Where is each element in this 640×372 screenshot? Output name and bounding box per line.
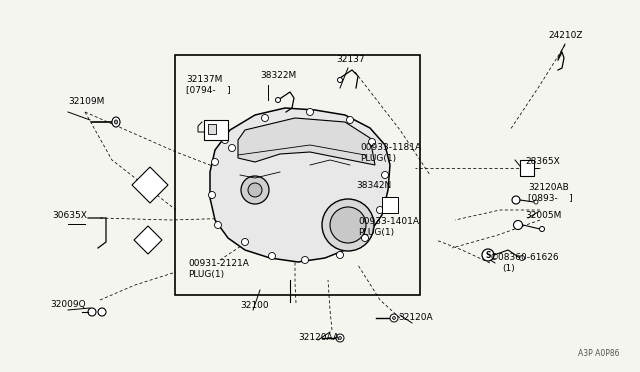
Bar <box>204 120 228 140</box>
Ellipse shape <box>369 138 376 145</box>
Text: 32120A: 32120A <box>398 314 433 323</box>
Ellipse shape <box>112 117 120 127</box>
Ellipse shape <box>339 337 342 340</box>
Ellipse shape <box>307 109 314 115</box>
Text: 30635X: 30635X <box>52 212 87 221</box>
Ellipse shape <box>209 192 216 199</box>
Text: 32005M: 32005M <box>525 211 561 219</box>
Text: 00931-2121A: 00931-2121A <box>188 260 249 269</box>
Text: PLUG(1): PLUG(1) <box>360 154 396 163</box>
Text: PLUG(1): PLUG(1) <box>358 228 394 237</box>
Ellipse shape <box>376 206 383 214</box>
Ellipse shape <box>330 207 366 243</box>
Text: ©08360-61626: ©08360-61626 <box>490 253 559 263</box>
Ellipse shape <box>336 334 344 342</box>
Text: 00933-1181A: 00933-1181A <box>360 144 421 153</box>
Ellipse shape <box>482 249 494 261</box>
Text: (1): (1) <box>502 263 515 273</box>
Ellipse shape <box>269 253 275 260</box>
Ellipse shape <box>540 227 545 231</box>
Ellipse shape <box>534 200 538 204</box>
Bar <box>175 55 420 295</box>
Ellipse shape <box>241 176 269 204</box>
Ellipse shape <box>390 314 398 322</box>
Ellipse shape <box>337 251 344 259</box>
Ellipse shape <box>392 317 396 320</box>
Text: [0794-    ]: [0794- ] <box>186 86 230 94</box>
Text: 32100: 32100 <box>240 301 269 310</box>
Ellipse shape <box>520 256 525 260</box>
Polygon shape <box>238 118 375 165</box>
Text: 32137M: 32137M <box>186 76 222 84</box>
Text: S: S <box>485 250 491 260</box>
Ellipse shape <box>337 77 342 83</box>
Ellipse shape <box>115 120 118 124</box>
Text: 38322M: 38322M <box>260 71 296 80</box>
Text: A3P A0P86: A3P A0P86 <box>579 349 620 358</box>
Text: 24210Z: 24210Z <box>548 32 582 41</box>
Text: 32109M: 32109M <box>68 97 104 106</box>
Ellipse shape <box>241 238 248 246</box>
Ellipse shape <box>98 308 106 316</box>
Ellipse shape <box>362 234 369 241</box>
Ellipse shape <box>211 158 218 166</box>
Ellipse shape <box>301 257 308 263</box>
Polygon shape <box>132 167 168 203</box>
Ellipse shape <box>221 137 228 144</box>
Polygon shape <box>134 226 162 254</box>
Ellipse shape <box>381 171 388 179</box>
Ellipse shape <box>275 97 280 103</box>
Ellipse shape <box>228 144 236 151</box>
Text: [0893-    ]: [0893- ] <box>528 193 573 202</box>
Ellipse shape <box>214 221 221 228</box>
Text: 32009Q: 32009Q <box>50 301 86 310</box>
Polygon shape <box>210 108 390 262</box>
Bar <box>208 124 216 134</box>
Bar <box>520 160 534 176</box>
Ellipse shape <box>346 116 353 124</box>
Text: 38342N: 38342N <box>356 180 391 189</box>
Text: PLUG(1): PLUG(1) <box>188 269 224 279</box>
Text: 32120AA: 32120AA <box>298 334 339 343</box>
Text: 32120AB: 32120AB <box>528 183 569 192</box>
Text: 28365X: 28365X <box>525 157 560 167</box>
Ellipse shape <box>512 196 520 204</box>
Ellipse shape <box>248 183 262 197</box>
Text: 32137: 32137 <box>336 55 365 64</box>
Ellipse shape <box>262 115 269 122</box>
Ellipse shape <box>88 308 96 316</box>
Text: 00933-1401A: 00933-1401A <box>358 218 419 227</box>
Ellipse shape <box>513 221 522 230</box>
Ellipse shape <box>322 199 374 251</box>
Bar <box>382 197 398 213</box>
